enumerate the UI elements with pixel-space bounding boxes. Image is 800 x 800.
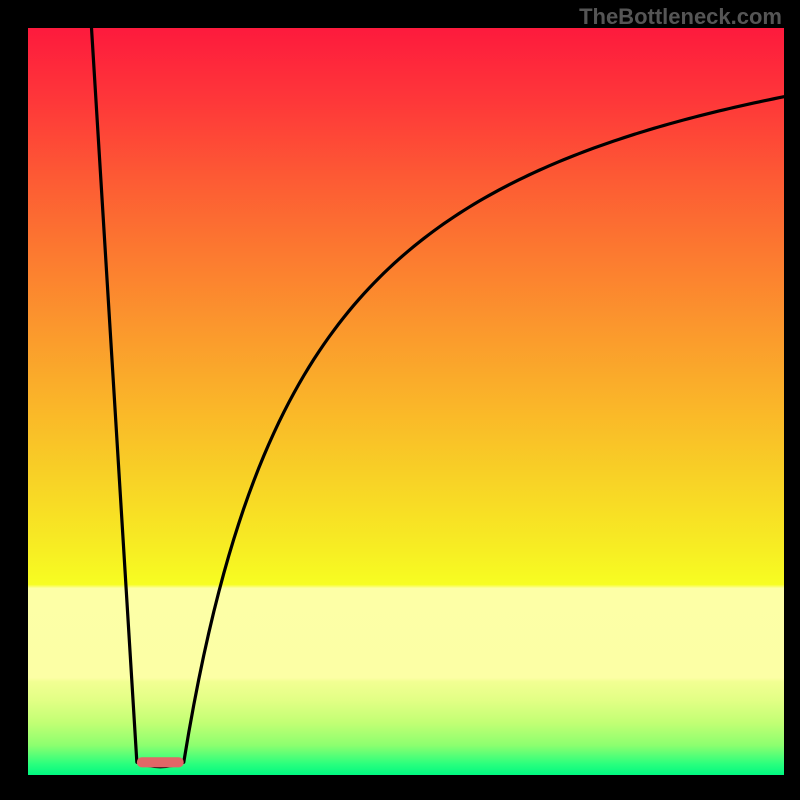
bottleneck-chart: TheBottleneck.com xyxy=(0,0,800,800)
chart-svg xyxy=(0,0,800,800)
watermark-text: TheBottleneck.com xyxy=(579,4,782,30)
